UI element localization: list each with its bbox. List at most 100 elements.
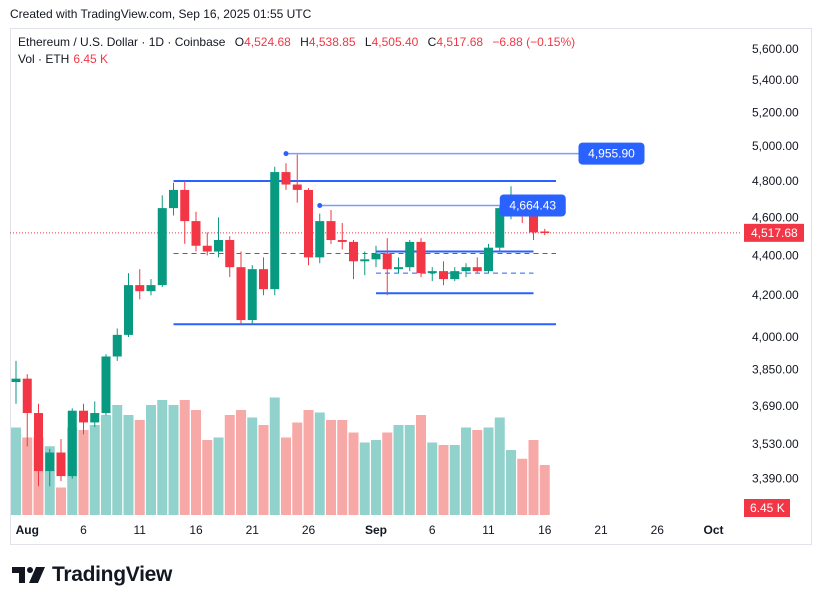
x-tick-label: 16 xyxy=(538,523,552,537)
volume-bar xyxy=(101,415,111,515)
chart-frame xyxy=(10,28,812,545)
volume-bar xyxy=(449,445,460,515)
volume-bar xyxy=(359,442,370,515)
candle-body xyxy=(225,239,235,268)
volume-bar xyxy=(258,425,269,515)
volume-bar xyxy=(382,432,393,515)
legend-volume-label: Vol · ETH xyxy=(18,52,70,66)
price-ray-label: 4,955.90 xyxy=(588,147,635,161)
volume-bar xyxy=(416,415,426,515)
candle-body xyxy=(337,239,347,242)
legend-ohlc: Ethereum / U.S. Dollar · 1D · Coinbase O… xyxy=(18,35,575,49)
y-tick-label: 4,600.00 xyxy=(752,210,799,224)
volume-bar xyxy=(494,417,505,515)
candle-body xyxy=(191,221,201,246)
candle-body xyxy=(270,172,280,290)
candle-body xyxy=(247,269,257,321)
y-tick-label: 5,200.00 xyxy=(752,105,799,119)
volume-bar xyxy=(146,405,156,515)
candle-body xyxy=(90,413,100,423)
candle-body xyxy=(360,259,370,262)
volume-bar xyxy=(269,397,280,515)
last-price-axis-box xyxy=(744,223,804,242)
price-ray-anchor xyxy=(317,202,323,208)
volume-bar xyxy=(461,427,471,515)
volume-bar xyxy=(472,430,483,515)
volume-bar xyxy=(123,415,134,515)
candle-body xyxy=(45,452,55,472)
volume-bar xyxy=(56,487,66,515)
candle-body xyxy=(214,239,223,252)
volume-bar xyxy=(11,427,21,515)
candle-body xyxy=(484,247,493,272)
y-tick-label: 4,800.00 xyxy=(752,174,799,188)
y-tick-label: 5,000.00 xyxy=(752,139,799,153)
tradingview-wordmark: TradingView xyxy=(52,563,173,586)
volume-bar xyxy=(303,410,314,515)
volume-bar xyxy=(326,420,336,515)
volume-bar xyxy=(168,405,179,515)
candle-body xyxy=(382,253,392,270)
y-tick-label: 3,530.00 xyxy=(752,437,799,451)
volume-bar xyxy=(404,425,415,515)
volume-bar xyxy=(157,400,168,515)
candle-body xyxy=(101,356,111,414)
volume-bar xyxy=(247,417,258,515)
candle-body xyxy=(450,271,460,280)
price-ray-anchor xyxy=(283,151,289,157)
volume-bar xyxy=(528,440,539,515)
tradingview-logo[interactable]: TradingView xyxy=(12,563,172,587)
volume-bar xyxy=(438,445,449,515)
price-ray-label: 4,664.43 xyxy=(509,198,556,212)
volume-bar xyxy=(348,432,359,515)
candle-body xyxy=(146,285,156,292)
x-tick-label: 11 xyxy=(482,523,495,537)
candle-body xyxy=(56,452,66,477)
candle-body xyxy=(427,271,437,274)
x-tick-label: 6 xyxy=(429,523,436,537)
candle-body xyxy=(157,208,167,286)
candle-body xyxy=(292,184,302,190)
x-tick-label: 21 xyxy=(246,523,260,537)
volume-bar xyxy=(89,425,100,515)
candle-body xyxy=(439,271,448,280)
candle-body xyxy=(202,245,212,252)
price-ray-label-box xyxy=(499,194,566,217)
candle-body xyxy=(461,267,471,272)
volume-bar xyxy=(393,425,404,515)
y-tick-label: 5,600.00 xyxy=(752,42,799,56)
candle-body xyxy=(112,334,122,357)
x-tick-label: 11 xyxy=(134,523,147,537)
volume-bar xyxy=(202,440,213,515)
candle-body xyxy=(34,413,43,472)
legend-low-value: 4,505.40 xyxy=(371,35,419,49)
candle-body xyxy=(135,285,145,292)
candle-body xyxy=(405,241,415,268)
volume-bar xyxy=(539,465,550,515)
x-tick-label: Aug xyxy=(16,523,39,537)
legend-close-label: C xyxy=(427,35,437,49)
tradingview-logo-icon xyxy=(12,567,45,583)
x-tick-label: 6 xyxy=(80,523,87,537)
volume-bar xyxy=(236,410,246,515)
volume-bar xyxy=(337,420,348,515)
candle-body xyxy=(416,241,426,274)
volume-bar xyxy=(517,458,528,515)
legend-volume-value: 6.45 K xyxy=(73,52,109,66)
candle-body xyxy=(281,172,291,185)
candle-body xyxy=(529,215,538,233)
legend-low-label: L xyxy=(364,35,372,49)
candle-body xyxy=(349,241,358,262)
candle-body xyxy=(540,231,550,234)
candle-body xyxy=(472,267,482,272)
legend-symbol: Ethereum / U.S. Dollar · 1D · Coinbase xyxy=(18,35,226,49)
y-tick-label: 3,690.00 xyxy=(752,399,799,413)
y-tick-label: 4,400.00 xyxy=(752,248,799,262)
candle-body xyxy=(124,285,133,335)
y-tick-label: 3,850.00 xyxy=(752,363,799,377)
legend-volume: Vol · ETH 6.45 K xyxy=(18,52,108,66)
y-tick-label: 3,390.00 xyxy=(752,472,799,486)
volume-bar xyxy=(371,440,381,515)
volume-bar xyxy=(134,420,145,515)
